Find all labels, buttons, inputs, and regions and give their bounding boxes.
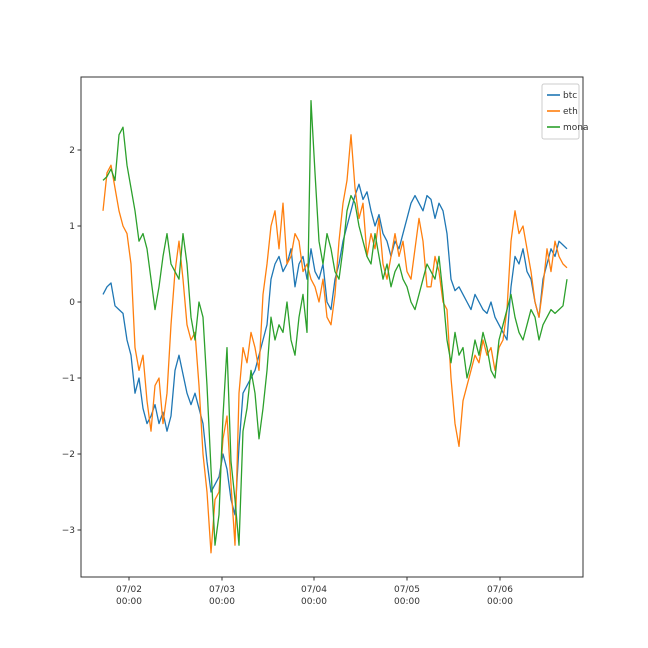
x-tick-label-time: 00:00 bbox=[301, 597, 327, 607]
x-tick-label-time: 00:00 bbox=[116, 597, 142, 607]
legend: btc eth mona bbox=[541, 83, 589, 140]
y-tick-label: −2 bbox=[62, 450, 75, 460]
series-line-eth bbox=[102, 134, 568, 554]
legend-box bbox=[541, 83, 580, 140]
series-line-mona bbox=[102, 99, 568, 546]
x-tick-label-date: 07/04 bbox=[301, 585, 327, 595]
y-axis: 2 1 0 −1 −2 −3 bbox=[62, 146, 81, 536]
x-tick-label-date: 07/05 bbox=[394, 585, 420, 595]
x-tick-label-date: 07/06 bbox=[487, 585, 513, 595]
legend-label-mona: mona bbox=[563, 123, 589, 133]
x-tick-label-time: 00:00 bbox=[209, 597, 235, 607]
legend-label-btc: btc bbox=[563, 91, 577, 101]
x-tick-label-time: 00:00 bbox=[487, 597, 513, 607]
plot-area-frame bbox=[80, 76, 584, 578]
y-tick-label: 2 bbox=[69, 146, 75, 156]
y-tick-label: −3 bbox=[62, 526, 75, 536]
series-line-btc bbox=[102, 183, 568, 516]
x-axis: 07/02 00:00 07/03 00:00 07/04 00:00 07/05 00:00… bbox=[116, 577, 513, 607]
y-tick-label: −1 bbox=[62, 374, 75, 384]
legend-label-eth: eth bbox=[563, 107, 578, 117]
y-tick-label: 1 bbox=[69, 222, 75, 232]
y-tick-label: 0 bbox=[69, 298, 75, 308]
x-tick-label-date: 07/02 bbox=[116, 585, 142, 595]
x-tick-label-time: 00:00 bbox=[394, 597, 420, 607]
series-layer bbox=[102, 99, 568, 554]
x-tick-label-date: 07/03 bbox=[209, 585, 235, 595]
